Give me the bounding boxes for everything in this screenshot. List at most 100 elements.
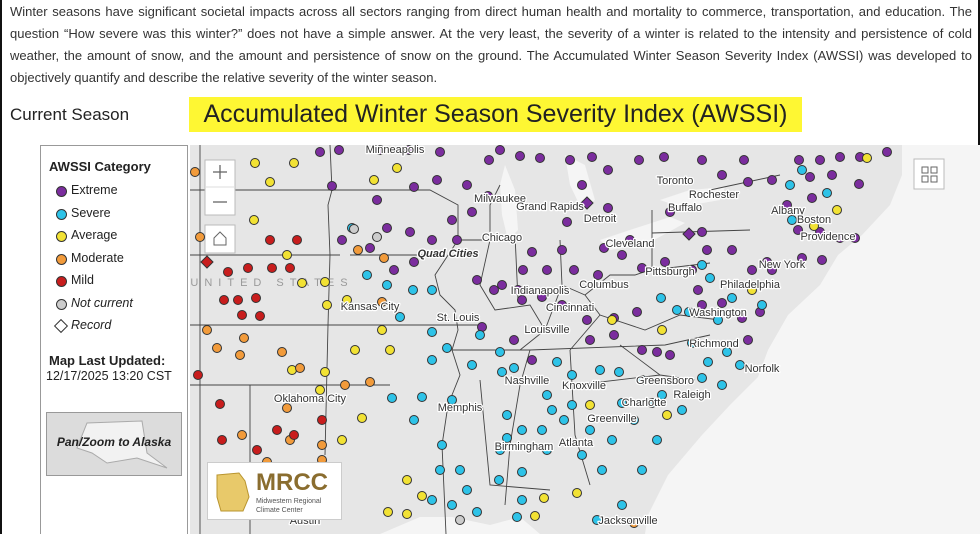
station [190, 167, 200, 177]
city-label: Boston [797, 214, 831, 226]
station [427, 355, 437, 365]
station [782, 200, 792, 210]
station [767, 175, 777, 185]
station [822, 188, 832, 198]
station [793, 225, 803, 235]
station [472, 507, 482, 517]
station [527, 247, 537, 257]
zoom-control[interactable] [204, 159, 236, 216]
station [659, 152, 669, 162]
station [372, 195, 382, 205]
station [617, 500, 627, 510]
station [255, 311, 265, 321]
city-label: Chicago [482, 232, 522, 244]
legend-label: Average [71, 228, 118, 242]
station [743, 177, 753, 187]
station [585, 425, 595, 435]
station [569, 265, 579, 275]
station [737, 313, 747, 323]
station [597, 465, 607, 475]
station [582, 315, 592, 325]
station [577, 450, 587, 460]
station [365, 243, 375, 253]
station [517, 295, 527, 305]
station [435, 147, 445, 157]
station [660, 257, 670, 267]
city-label: New York [759, 259, 806, 271]
station [557, 300, 567, 310]
station [337, 235, 347, 245]
station [467, 207, 477, 217]
city-label: Columbus [579, 279, 629, 291]
station [672, 305, 682, 315]
legend-swatch [53, 318, 69, 334]
station [489, 285, 499, 295]
station [787, 215, 797, 225]
lake [660, 187, 725, 207]
station [382, 280, 392, 290]
station [252, 445, 262, 455]
city-label: Rochester [689, 189, 739, 201]
station [215, 399, 225, 409]
legend-label: Moderate [71, 250, 124, 265]
station [219, 295, 229, 305]
station [632, 307, 642, 317]
station [467, 360, 477, 370]
city-label: Pittsburgh [645, 266, 695, 278]
city-label: Minneapolis [366, 145, 425, 156]
station [637, 375, 647, 385]
station [409, 257, 419, 267]
station [743, 335, 753, 345]
home-button[interactable] [204, 224, 236, 254]
station [427, 327, 437, 337]
station [757, 300, 767, 310]
city-label: Albany [771, 205, 805, 217]
station [815, 155, 825, 165]
station [437, 440, 447, 450]
record-station [682, 227, 696, 241]
lake [500, 165, 518, 240]
last-updated-label: Map Last Updated: [49, 353, 166, 368]
station [535, 153, 545, 163]
station [362, 270, 372, 280]
station [767, 265, 777, 275]
alaska-link[interactable]: Pan/Zoom to Alaska [56, 435, 172, 449]
station [656, 293, 666, 303]
station [435, 465, 445, 475]
station [405, 227, 415, 237]
station [717, 298, 727, 308]
station [509, 363, 519, 373]
station [365, 377, 375, 387]
station [233, 295, 243, 305]
stations[interactable] [190, 145, 892, 528]
station [572, 488, 582, 498]
station [817, 255, 827, 265]
station [717, 380, 727, 390]
city-label: Greensboro [636, 375, 694, 387]
alaska-inset[interactable]: Pan/Zoom to Alaska [46, 412, 182, 476]
station [372, 232, 382, 242]
layers-button[interactable] [913, 158, 945, 190]
city-label: Charlotte [622, 397, 667, 409]
city-label: Raleigh [673, 389, 710, 401]
station [625, 235, 635, 245]
station [235, 350, 245, 360]
station [395, 312, 405, 322]
station [272, 425, 282, 435]
station [702, 245, 712, 255]
station [495, 145, 505, 155]
station [665, 207, 675, 217]
city-label: Atlanta [559, 437, 594, 449]
station [237, 430, 247, 440]
station [375, 145, 385, 155]
station [684, 307, 694, 317]
station [377, 325, 387, 335]
station [417, 392, 427, 402]
station [267, 263, 277, 273]
city-label: Toronto [657, 175, 694, 187]
home-icon [213, 231, 227, 246]
station [809, 221, 819, 231]
station [483, 191, 493, 201]
city-label: Jacksonville [598, 515, 657, 527]
station [567, 370, 577, 380]
